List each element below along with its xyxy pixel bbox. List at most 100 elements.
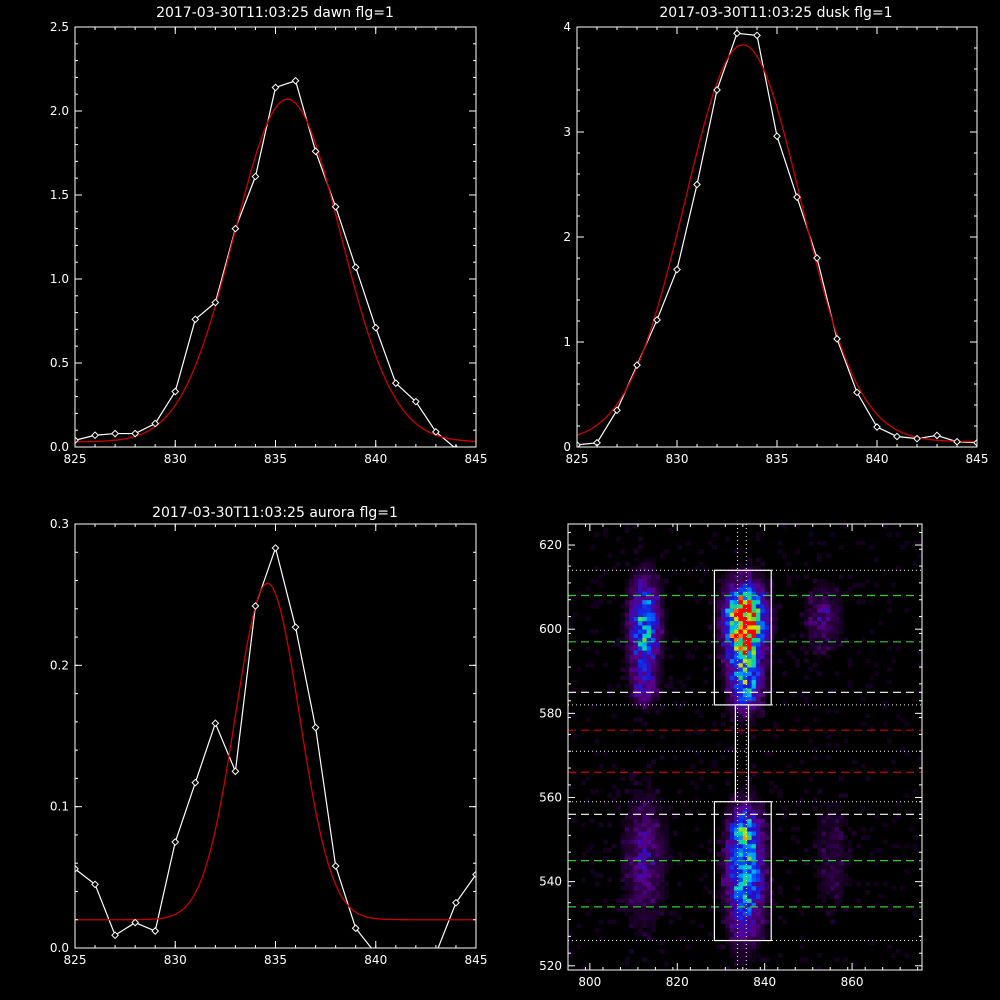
image-pixel	[677, 679, 683, 685]
image-pixel	[646, 822, 652, 828]
image-pixel	[777, 603, 783, 609]
image-pixel	[751, 797, 757, 803]
image-pixel	[659, 599, 665, 605]
image-pixel	[764, 894, 770, 899]
image-pixel	[838, 869, 844, 874]
image-pixel	[655, 688, 661, 693]
image-pixel	[598, 822, 604, 828]
image-pixel	[751, 932, 757, 937]
image-pixel	[869, 683, 875, 689]
image-pixel	[738, 927, 744, 933]
image-pixel	[830, 595, 835, 601]
image-pixel	[808, 620, 814, 626]
image-pixel	[734, 814, 739, 819]
image-pixel	[664, 633, 669, 639]
image-pixel	[729, 944, 735, 950]
image-pixel	[629, 915, 634, 920]
image-pixel	[760, 831, 766, 836]
image-pixel	[642, 890, 648, 895]
image-xtick-label: 840	[753, 975, 776, 989]
image-pixel	[655, 814, 661, 819]
image-pixel	[825, 911, 831, 916]
image-pixel	[734, 890, 739, 895]
image-pixel	[629, 608, 634, 613]
image-pixel	[651, 919, 656, 925]
image-pixel	[729, 608, 735, 613]
image-pixel	[725, 608, 731, 613]
image-pixel	[633, 675, 639, 681]
image-pixel	[742, 662, 748, 668]
image-pixel	[646, 881, 652, 887]
image-pixel	[720, 877, 726, 883]
image-pixel	[629, 948, 634, 954]
image-pixel	[834, 831, 840, 836]
image-pixel	[633, 890, 639, 895]
image-pixel	[589, 603, 595, 609]
image-pixel	[720, 864, 726, 870]
image-pixel	[734, 717, 739, 723]
image-pixel	[651, 603, 656, 609]
image-pixel	[751, 662, 757, 668]
image-pixel	[659, 658, 665, 664]
image-pixel	[699, 561, 704, 567]
image-pixel	[751, 629, 757, 634]
dusk-xtick-label: 825	[566, 452, 589, 466]
image-pixel	[624, 864, 630, 870]
image-pixel	[629, 894, 634, 899]
image-pixel	[646, 578, 652, 584]
image-pixel	[838, 818, 844, 824]
image-pixel	[655, 831, 661, 836]
image-pixel	[869, 852, 875, 857]
image-pixel	[795, 524, 801, 529]
image-pixel	[725, 902, 731, 908]
image-pixel	[755, 662, 761, 668]
image-pixel	[716, 620, 722, 626]
image-pixel	[760, 957, 766, 962]
image-pixel	[734, 919, 739, 925]
image-pixel	[751, 890, 757, 895]
image-pixel	[734, 927, 739, 933]
image-pixel	[725, 847, 731, 853]
image-pixel	[830, 856, 835, 862]
image-pixel	[633, 633, 639, 639]
image-pixel	[751, 566, 757, 571]
image-pixel	[834, 595, 840, 601]
image-pixel	[629, 679, 634, 685]
image-pixel	[651, 885, 656, 891]
image-pixel	[637, 671, 643, 676]
image-pixel	[847, 574, 853, 580]
image-pixel	[742, 953, 748, 958]
image-pixel	[624, 881, 630, 887]
image-pixel	[817, 633, 822, 639]
image-pixel	[725, 860, 731, 866]
image-pixel	[838, 860, 844, 866]
image-pixel	[843, 881, 849, 887]
image-pixel	[755, 536, 761, 542]
image-pixel	[755, 944, 761, 950]
image-pixel	[720, 612, 726, 617]
image-pixel	[642, 852, 648, 857]
image-pixel	[760, 873, 766, 878]
image-pixel	[847, 683, 853, 689]
image-pixel	[764, 662, 770, 668]
image-pixel	[755, 633, 761, 639]
image-pixel	[729, 869, 735, 874]
image-pixel	[821, 860, 827, 866]
image-pixel	[629, 692, 634, 697]
image-pixel	[637, 822, 643, 828]
image-pixel	[624, 906, 630, 912]
image-pixel	[790, 633, 796, 639]
image-pixel	[830, 885, 835, 891]
image-pixel	[646, 852, 652, 857]
image-pixel	[747, 776, 752, 782]
image-pixel	[720, 650, 726, 655]
image-pixel	[747, 864, 752, 870]
image-pixel	[720, 894, 726, 899]
image-pixel	[895, 713, 901, 718]
image-pixel	[725, 898, 731, 904]
image-pixel	[633, 696, 639, 702]
image-pixel	[620, 776, 626, 782]
image-pixel	[637, 624, 643, 630]
image-pixel	[817, 582, 822, 588]
image-pixel	[843, 835, 849, 840]
